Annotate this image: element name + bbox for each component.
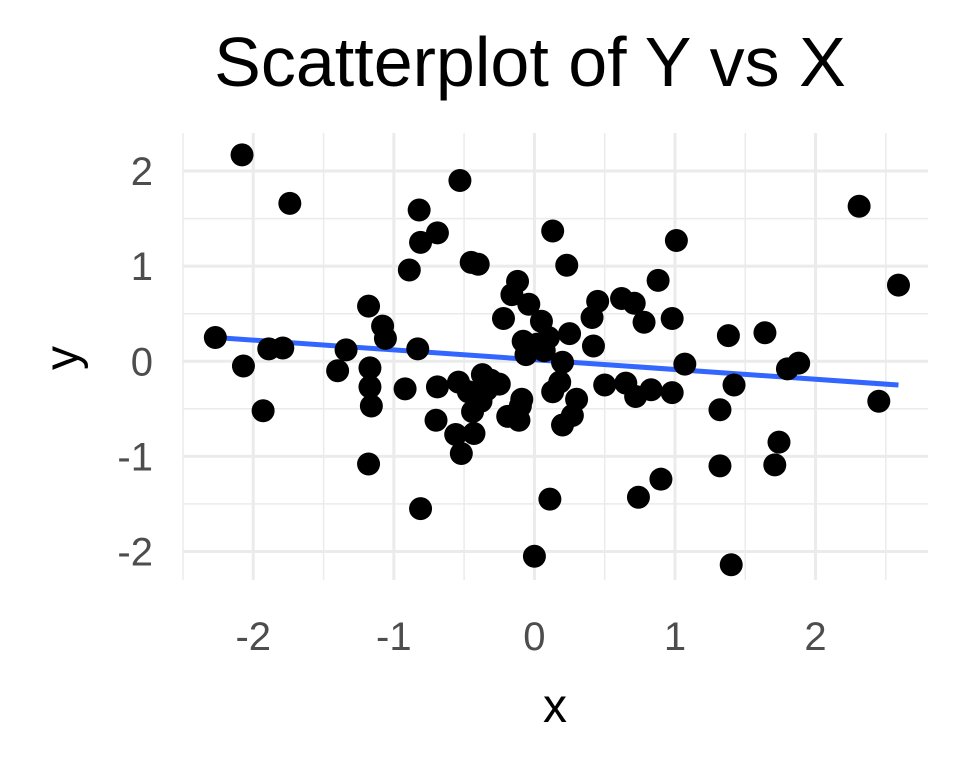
data-point [357, 452, 381, 476]
data-point [716, 324, 740, 348]
data-point [358, 375, 382, 399]
y-axis-ticks: -2 -1 0 1 2 [117, 150, 153, 574]
data-point [406, 337, 430, 361]
data-point [397, 258, 421, 282]
data-point [522, 544, 546, 568]
data-point [326, 359, 350, 383]
data-point [510, 387, 534, 411]
y-tick-label: 2 [131, 150, 153, 194]
data-point [358, 356, 382, 380]
data-point [425, 375, 449, 399]
data-point [719, 553, 743, 577]
data-point [664, 228, 688, 252]
data-point [639, 378, 663, 402]
data-point [466, 252, 490, 276]
data-point [251, 399, 275, 423]
data-point [708, 398, 732, 422]
data-point [449, 442, 473, 466]
data-point [517, 292, 541, 316]
y-tick-label: -1 [117, 435, 153, 479]
data-point [593, 373, 617, 397]
data-point [886, 273, 910, 297]
data-point [487, 372, 511, 396]
data-point [373, 326, 397, 350]
data-point [622, 291, 646, 315]
data-point [555, 253, 579, 277]
data-point [722, 373, 746, 397]
data-point [203, 325, 227, 349]
data-point [462, 422, 486, 446]
data-point [673, 352, 697, 376]
data-point [660, 306, 684, 330]
data-point [867, 389, 891, 413]
data-point [649, 467, 673, 491]
x-tick-label: 0 [523, 615, 545, 659]
data-point [491, 306, 515, 330]
data-point [448, 169, 472, 193]
data-point [551, 350, 575, 374]
data-point [407, 198, 431, 222]
x-tick-label: 1 [664, 615, 686, 659]
x-axis-ticks: -2 -1 0 1 2 [235, 615, 826, 659]
data-point [763, 453, 787, 477]
data-point [767, 430, 791, 454]
data-point [646, 268, 670, 292]
chart-title: Scatterplot of Y vs X [214, 23, 846, 101]
data-point [581, 334, 605, 358]
data-point [541, 219, 565, 243]
data-point [278, 191, 302, 215]
data-point [538, 487, 562, 511]
x-tick-label: -1 [376, 615, 412, 659]
data-point [548, 370, 572, 394]
data-point [753, 321, 777, 345]
data-point [271, 336, 295, 360]
y-tick-label: 0 [131, 340, 153, 384]
data-point [444, 422, 468, 446]
y-tick-label: 1 [131, 245, 153, 289]
data-point [626, 485, 650, 509]
data-point [357, 294, 381, 318]
data-point [424, 408, 448, 432]
data-point [660, 381, 684, 405]
data-point [565, 387, 589, 411]
data-point [787, 351, 811, 375]
data-point [409, 497, 433, 521]
data-points [203, 143, 910, 577]
data-point [558, 322, 582, 346]
data-point [409, 230, 433, 254]
data-point [334, 338, 358, 362]
data-point [231, 354, 255, 378]
x-tick-label: -2 [235, 615, 271, 659]
data-point [425, 221, 449, 245]
x-axis-title: x [543, 680, 567, 733]
data-point [393, 377, 417, 401]
data-point [359, 394, 383, 418]
data-point [536, 325, 560, 349]
data-point [586, 289, 610, 313]
x-tick-label: 2 [804, 615, 826, 659]
data-point [632, 310, 656, 334]
y-tick-label: -2 [117, 530, 153, 574]
data-point [230, 143, 254, 167]
data-point [847, 194, 871, 218]
data-point [708, 454, 732, 478]
y-axis-title: y [36, 346, 89, 370]
data-point [506, 269, 530, 293]
data-point [507, 408, 531, 432]
